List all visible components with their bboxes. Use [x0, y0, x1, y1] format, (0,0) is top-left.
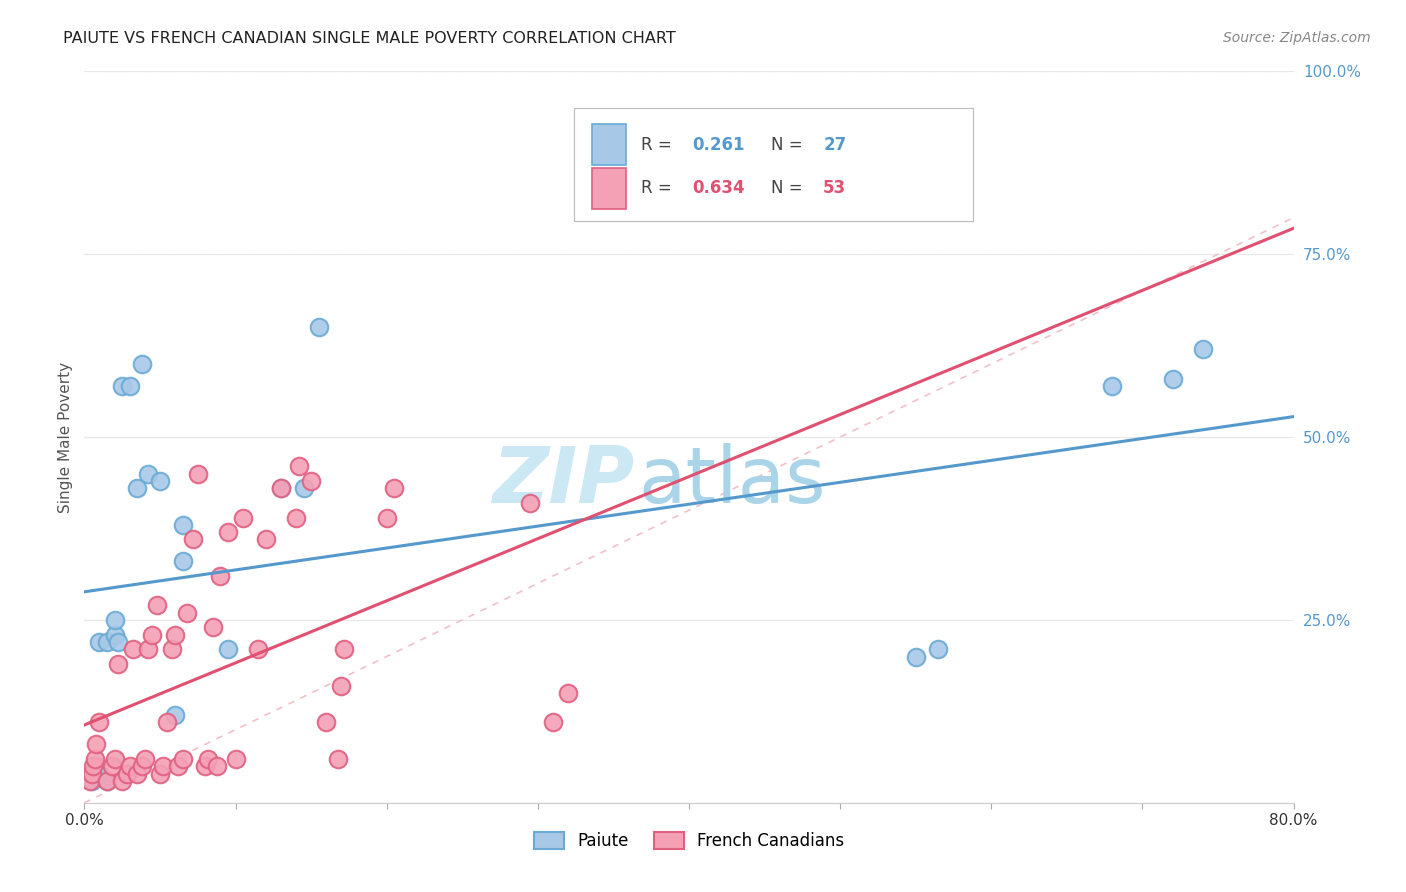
Point — [156, 715, 179, 730]
Text: R =: R = — [641, 136, 676, 153]
Point — [89, 635, 111, 649]
Point — [194, 759, 217, 773]
Point — [176, 606, 198, 620]
Text: 27: 27 — [823, 136, 846, 153]
Point — [209, 569, 232, 583]
Point — [519, 496, 541, 510]
Point — [904, 649, 927, 664]
Point — [136, 642, 159, 657]
Point — [121, 642, 143, 657]
Point — [84, 752, 107, 766]
Text: 53: 53 — [823, 179, 846, 197]
Point — [187, 467, 209, 481]
Point — [270, 481, 292, 495]
Point — [288, 459, 311, 474]
Point — [172, 752, 194, 766]
Point — [927, 642, 949, 657]
Y-axis label: Single Male Poverty: Single Male Poverty — [58, 361, 73, 513]
Point — [131, 357, 153, 371]
Point — [165, 627, 187, 641]
Point — [111, 773, 134, 788]
Text: N =: N = — [770, 179, 808, 197]
Text: R =: R = — [641, 179, 676, 197]
Point — [172, 554, 194, 568]
Point — [86, 737, 108, 751]
Point — [382, 481, 405, 495]
Point — [118, 759, 141, 773]
Text: atlas: atlas — [638, 443, 825, 519]
Point — [315, 715, 337, 730]
Text: Source: ZipAtlas.com: Source: ZipAtlas.com — [1223, 31, 1371, 45]
Point — [104, 613, 127, 627]
Text: N =: N = — [770, 136, 808, 153]
Point — [104, 752, 127, 766]
Point — [136, 467, 159, 481]
Point — [152, 759, 174, 773]
Point — [160, 642, 183, 657]
Point — [127, 766, 149, 780]
Point — [107, 657, 129, 671]
Point — [1161, 371, 1184, 385]
Point — [115, 766, 138, 780]
Point — [270, 481, 292, 495]
Point — [89, 766, 111, 780]
Point — [80, 773, 103, 788]
Point — [232, 510, 254, 524]
Point — [225, 752, 247, 766]
Point — [292, 481, 315, 495]
Point — [111, 379, 134, 393]
Point — [330, 679, 353, 693]
Point — [207, 759, 229, 773]
Point — [141, 627, 163, 641]
Point — [146, 599, 169, 613]
Point — [165, 708, 187, 723]
Point — [82, 759, 104, 773]
Point — [96, 635, 118, 649]
Point — [127, 481, 149, 495]
Text: PAIUTE VS FRENCH CANADIAN SINGLE MALE POVERTY CORRELATION CHART: PAIUTE VS FRENCH CANADIAN SINGLE MALE PO… — [63, 31, 676, 46]
Point — [149, 766, 172, 780]
Point — [89, 715, 111, 730]
Point — [217, 525, 239, 540]
Point — [254, 533, 277, 547]
Point — [80, 766, 103, 780]
Bar — [592, 124, 626, 165]
Point — [285, 510, 308, 524]
Point — [79, 773, 101, 788]
Legend: Paiute, French Canadians: Paiute, French Canadians — [527, 825, 851, 856]
Point — [104, 627, 127, 641]
FancyBboxPatch shape — [574, 108, 973, 221]
Point — [333, 642, 356, 657]
Point — [167, 759, 190, 773]
Bar — [592, 169, 626, 209]
Point — [96, 773, 118, 788]
Point — [328, 752, 350, 766]
Point — [308, 320, 330, 334]
Point — [247, 642, 270, 657]
Point — [181, 533, 204, 547]
Point — [134, 752, 156, 766]
Point — [1101, 379, 1123, 393]
Point — [201, 620, 224, 634]
Point — [375, 510, 398, 524]
Point — [557, 686, 579, 700]
Point — [1192, 343, 1215, 357]
Text: 0.634: 0.634 — [693, 179, 745, 197]
Point — [86, 759, 108, 773]
Point — [131, 759, 153, 773]
Point — [118, 379, 141, 393]
Point — [100, 759, 122, 773]
Text: ZIP: ZIP — [492, 443, 634, 519]
Point — [149, 474, 172, 488]
Point — [541, 715, 564, 730]
Text: 0.261: 0.261 — [693, 136, 745, 153]
Point — [217, 642, 239, 657]
Point — [107, 635, 129, 649]
Point — [96, 773, 118, 788]
Point — [197, 752, 219, 766]
Point — [172, 517, 194, 532]
Point — [299, 474, 322, 488]
